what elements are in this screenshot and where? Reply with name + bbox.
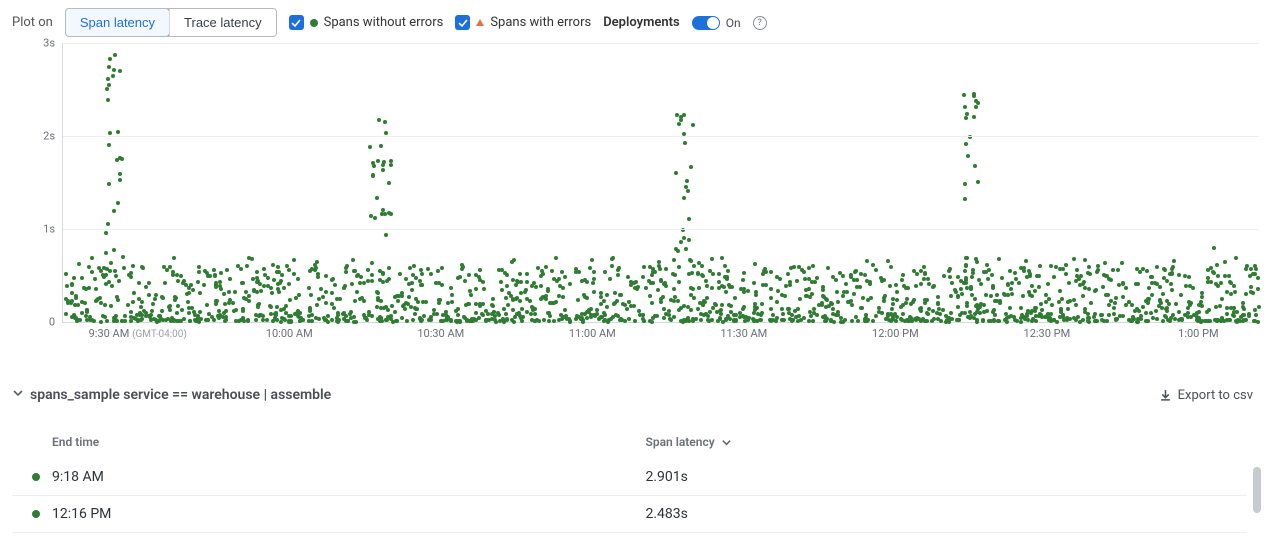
x-axis-tick: 11:00 AM bbox=[569, 327, 616, 340]
latency-segmented-control: Span latency Trace latency bbox=[65, 8, 277, 37]
x-axis-tick: 10:30 AM bbox=[417, 327, 464, 340]
y-axis-tick: 0 bbox=[49, 316, 63, 329]
tab-trace-latency[interactable]: Trace latency bbox=[169, 9, 276, 36]
export-to-csv-button[interactable]: Export to csv bbox=[1159, 388, 1253, 403]
section-title: spans_sample service == warehouse | asse… bbox=[30, 387, 331, 403]
legend-label: Spans with errors bbox=[490, 15, 591, 30]
cell-span-latency: 2.483s bbox=[646, 506, 1240, 522]
help-icon[interactable]: ? bbox=[753, 16, 767, 30]
download-icon bbox=[1159, 389, 1172, 402]
y-axis-tick: 2s bbox=[43, 130, 63, 143]
latency-scatter-chart: 01s2s3s 9:30 AM (GMT-04:00) 10:00 AM 10:30… bbox=[62, 43, 1259, 351]
table-header-row: End time Span latency bbox=[12, 425, 1247, 459]
spans-sample-section-header: spans_sample service == warehouse | asse… bbox=[12, 387, 1265, 403]
deployments-label: Deployments bbox=[603, 15, 679, 30]
column-header-end-time[interactable]: End time bbox=[52, 435, 646, 449]
chevron-down-icon bbox=[721, 437, 732, 448]
legend-spans-with-errors[interactable]: Spans with errors bbox=[455, 15, 591, 30]
status-dot-icon bbox=[32, 510, 40, 518]
cell-end-time: 12:16 PM bbox=[52, 506, 646, 522]
x-axis-tick: 12:30 PM bbox=[1024, 327, 1071, 340]
triangle-icon bbox=[476, 19, 484, 26]
table-row[interactable]: 9:18 AM2.901s bbox=[12, 459, 1247, 496]
plot-toolbar: Plot on Span latency Trace latency Spans… bbox=[12, 8, 1265, 37]
chart-plot-area[interactable]: 01s2s3s bbox=[62, 43, 1259, 323]
x-axis-tick: 1:00 PM bbox=[1178, 327, 1218, 340]
column-header-span-latency[interactable]: Span latency bbox=[646, 435, 1240, 449]
legend-spans-without-errors[interactable]: Spans without errors bbox=[289, 15, 444, 30]
y-axis-tick: 3s bbox=[43, 37, 63, 50]
dot-icon bbox=[310, 19, 318, 27]
y-axis-tick: 1s bbox=[43, 223, 63, 236]
x-axis-tick: 12:00 PM bbox=[872, 327, 919, 340]
deployments-toggle[interactable] bbox=[692, 16, 720, 30]
cell-end-time: 9:18 AM bbox=[52, 469, 646, 485]
plot-on-label: Plot on bbox=[12, 15, 53, 30]
cell-span-latency: 2.901s bbox=[646, 469, 1240, 485]
chevron-down-icon[interactable] bbox=[12, 387, 24, 403]
x-axis-tick: 11:30 AM bbox=[720, 327, 767, 340]
spans-table: End time Span latency 9:18 AM2.901s12:16… bbox=[12, 425, 1265, 533]
export-label: Export to csv bbox=[1178, 388, 1253, 403]
status-dot-icon bbox=[32, 473, 40, 481]
toggle-state-label: On bbox=[726, 16, 741, 30]
chart-x-axis: 9:30 AM (GMT-04:00) 10:00 AM 10:30 AM 11:00… bbox=[62, 323, 1259, 351]
checkbox-checked-icon bbox=[455, 15, 470, 30]
x-axis-tick: 10:00 AM bbox=[266, 327, 313, 340]
legend-label: Spans without errors bbox=[324, 15, 444, 30]
table-row[interactable]: 12:16 PM2.483s bbox=[12, 496, 1247, 533]
table-scrollbar[interactable] bbox=[1253, 467, 1261, 513]
checkbox-checked-icon bbox=[289, 15, 304, 30]
x-axis-tick: 9:30 AM (GMT-04:00) bbox=[89, 327, 187, 340]
tab-span-latency[interactable]: Span latency bbox=[65, 8, 170, 37]
